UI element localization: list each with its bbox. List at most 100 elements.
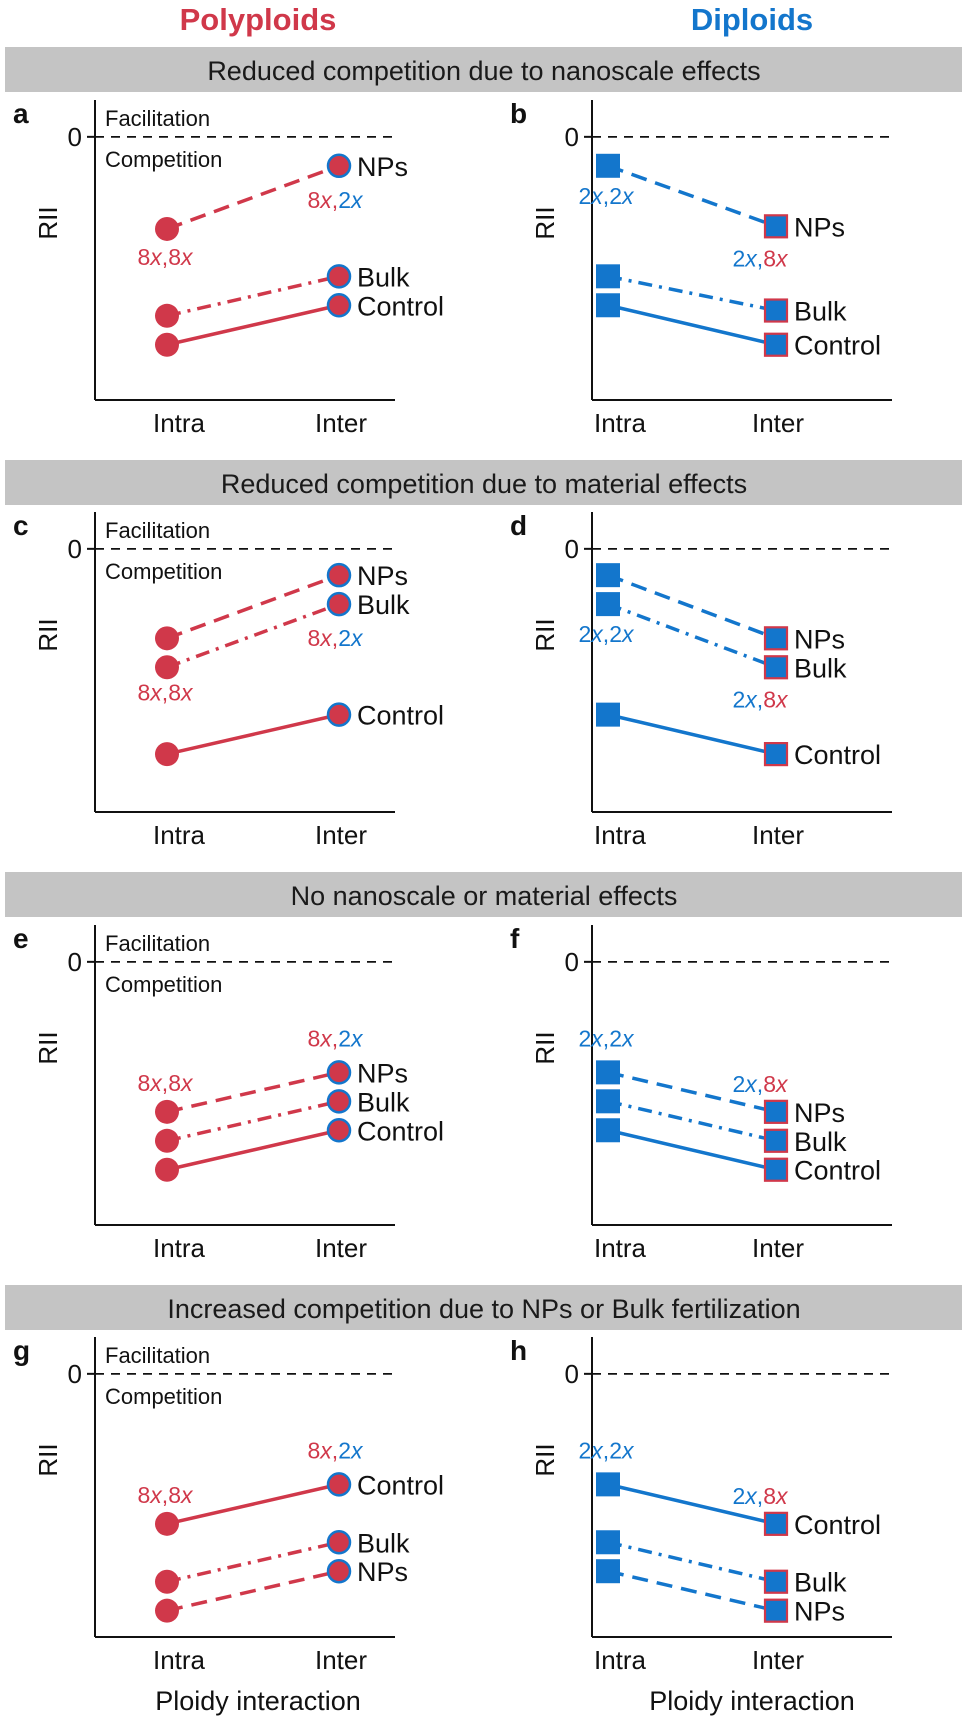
x-axis-label-left: Ploidy interaction (155, 1686, 361, 1716)
point-inter-c-bulk (326, 591, 352, 617)
series-line-e-control (166, 1128, 340, 1172)
competition-label-a: Competition (105, 147, 222, 172)
ploidy-label-intra-h-comma: , (603, 1437, 609, 1463)
ploidy-label-inter-b-number: 2 (733, 245, 746, 271)
ploidy-label-inter-h-number: 8 (763, 1483, 776, 1509)
ploidy-label-inter-b: 2x,8x (733, 245, 789, 271)
series-label-e-bulk: Bulk (357, 1087, 410, 1117)
ploidy-label-intra-b-number: 2 (609, 183, 622, 209)
panel-letter-g: g (13, 1335, 30, 1366)
ploidy-label-intra-a-comma: , (162, 244, 168, 270)
ploidy-label-inter-f-number: 8 (763, 1071, 776, 1097)
panel-g: g 0 RII Facilitation Competition Intra Inter Co… (13, 1335, 444, 1675)
banner-1-text: Reduced competition due to nanoscale eff… (207, 56, 760, 86)
ploidy-label-intra-g-x: x (180, 1482, 194, 1508)
ploidy-label-intra-h-x: x (621, 1437, 635, 1463)
panel-letter-c: c (13, 510, 29, 541)
y-tick-label-a: 0 (68, 122, 82, 152)
point-intra-d-nps (596, 563, 620, 588)
series-label-h-bulk: Bulk (794, 1568, 847, 1598)
point-intra-b-nps (596, 153, 620, 178)
point-inter-a-bulk (326, 264, 352, 289)
point-inter-d-control (763, 742, 789, 767)
ploidy-label-inter-g-x: x (319, 1437, 333, 1463)
series-label-e-nps: NPs (357, 1058, 408, 1088)
facilitation-label-e: Facilitation (105, 931, 210, 956)
ploidy-label-intra-c-number: 8 (138, 679, 151, 705)
point-inter-b-nps (763, 214, 789, 239)
ploidy-label-intra-d-x: x (621, 621, 635, 647)
point-intra-a-control (155, 332, 179, 357)
y-tick-label-d: 0 (565, 534, 579, 564)
ploidy-label-inter-c-x: x (350, 625, 364, 651)
ploidy-label-intra-f-number: 2 (579, 1025, 592, 1051)
competition-label-c: Competition (105, 559, 222, 584)
point-intra-b-bulk (596, 264, 620, 289)
ploidy-label-intra-g-number: 8 (168, 1482, 181, 1508)
point-intra-f-bulk (596, 1089, 620, 1114)
ploidy-label-inter-a-x: x (319, 187, 333, 213)
point-inter-d-nps (763, 626, 789, 651)
series-label-f-bulk: Bulk (794, 1127, 847, 1157)
facilitation-label-a: Facilitation (105, 106, 210, 131)
banner-4-text: Increased competition due to NPs or Bulk… (167, 1294, 800, 1324)
banner-2-text: Reduced competition due to material effe… (221, 469, 747, 499)
ploidy-label-intra-f-x: x (621, 1025, 635, 1051)
point-inter-f-control (763, 1157, 789, 1182)
ploidy-label-inter-h-number: 2 (733, 1483, 746, 1509)
ploidy-label-intra-h-number: 2 (579, 1437, 592, 1463)
ploidy-label-intra-c-x: x (180, 679, 194, 705)
ploidy-label-intra-b-x: x (621, 183, 635, 209)
point-inter-d-bulk (763, 655, 789, 680)
ploidy-label-intra-d-number: 2 (579, 621, 592, 647)
ploidy-label-inter-b-number: 8 (763, 245, 776, 271)
point-intra-a-nps (155, 216, 179, 241)
panel-a: a 0 RII Facilitation Competition Intra Inter NP… (13, 98, 444, 438)
point-inter-e-control (326, 1118, 352, 1143)
y-tick-label-e: 0 (68, 947, 82, 977)
point-intra-f-control (596, 1118, 620, 1143)
ploidy-label-inter-g-number: 8 (308, 1437, 321, 1463)
ploidy-label-intra-f-x: x (590, 1025, 604, 1051)
ploidy-label-intra-a-x: x (180, 244, 194, 270)
ploidy-label-inter-d-comma: , (757, 686, 763, 712)
x-tick-label-g-inter: Inter (315, 1645, 367, 1675)
ploidy-label-inter-h-x: x (775, 1483, 789, 1509)
point-intra-g-bulk (155, 1569, 179, 1594)
facilitation-label-c: Facilitation (105, 518, 210, 543)
series-label-e-control: Control (357, 1116, 444, 1146)
series-label-g-bulk: Bulk (357, 1528, 410, 1558)
point-intra-g-control (155, 1511, 179, 1536)
ploidy-label-inter-g-x: x (350, 1437, 364, 1463)
point-inter-h-nps (763, 1598, 789, 1623)
point-intra-g-nps (155, 1598, 179, 1623)
series-label-f-control: Control (794, 1156, 881, 1186)
ploidy-label-intra-a-number: 8 (138, 244, 151, 270)
y-axis-label-g: RII (33, 1443, 63, 1476)
panel-letter-a: a (13, 98, 29, 129)
point-intra-c-control (155, 742, 179, 767)
ploidy-label-inter-c-number: 8 (308, 625, 321, 651)
point-intra-h-control (596, 1472, 620, 1497)
ploidy-label-intra-e-number: 8 (138, 1070, 151, 1096)
ploidy-label-intra-c-comma: , (162, 679, 168, 705)
ploidy-label-intra-b-x: x (590, 183, 604, 209)
ploidy-label-inter-f-x: x (744, 1071, 758, 1097)
series-label-g-control: Control (357, 1470, 444, 1500)
series-line-a-nps (166, 164, 340, 231)
point-inter-a-control (326, 293, 352, 318)
x-tick-label-h-inter: Inter (752, 1645, 804, 1675)
ploidy-label-inter-g: 8x,2x (308, 1437, 364, 1463)
ploidy-label-intra-b-number: 2 (579, 183, 592, 209)
point-inter-b-bulk (763, 298, 789, 323)
x-tick-label-g-intra: Intra (153, 1645, 206, 1675)
ploidy-label-inter-a-x: x (350, 187, 364, 213)
x-tick-label-c-inter: Inter (315, 820, 367, 850)
series-line-a-bulk (166, 274, 340, 318)
ploidy-label-intra-g: 8x,8x (138, 1482, 194, 1508)
ploidy-label-intra-a-number: 8 (168, 244, 181, 270)
ploidy-label-inter-a: 8x,2x (308, 187, 364, 213)
